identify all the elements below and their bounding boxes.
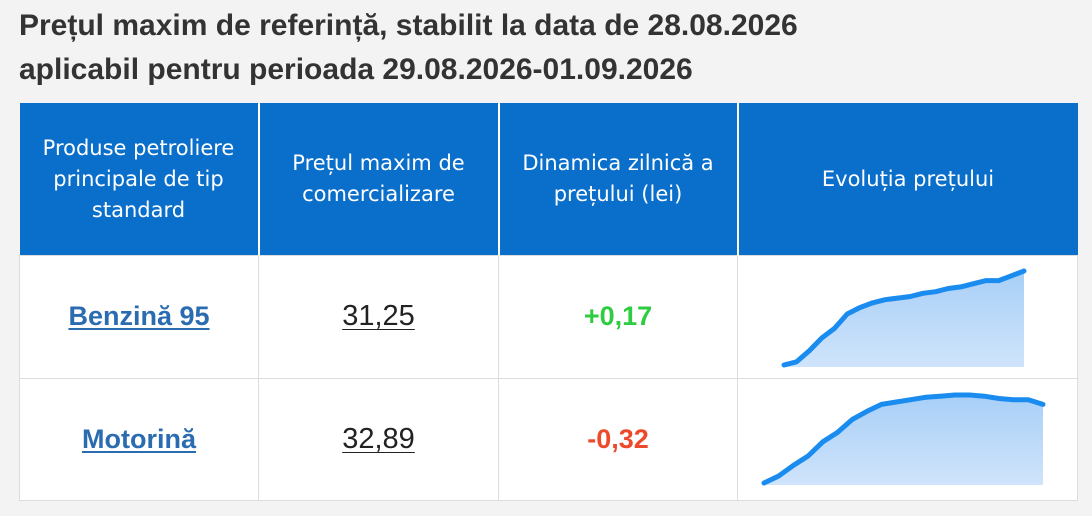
header-evolution: Evoluția prețului xyxy=(736,103,1078,256)
page-title: Prețul maxim de referință, stabilit la d… xyxy=(19,4,798,92)
title-line-2: aplicabil pentru perioada 29.08.2026-01.… xyxy=(19,53,693,86)
price-trend-sparkline xyxy=(761,392,1045,486)
price-cell: 31,25 xyxy=(258,255,499,379)
sparkline-area xyxy=(763,395,1043,486)
change-cell: +0,17 xyxy=(498,255,738,379)
change-cell: -0,32 xyxy=(498,377,738,501)
header-change: Dinamica zilnică a prețului (lei) xyxy=(497,103,738,256)
price-trend-sparkline xyxy=(781,268,1026,368)
product-cell: Benzină 95 xyxy=(19,255,259,379)
evolution-cell xyxy=(737,377,1078,501)
header-price: Prețul maxim de comercializare xyxy=(257,103,499,256)
header-product: Produse petroliere principale de tip sta… xyxy=(19,103,259,256)
price-change-value: -0,32 xyxy=(587,423,649,454)
sparkline-line xyxy=(781,268,1026,368)
product-link-motorina[interactable]: Motorină xyxy=(82,423,196,454)
price-cell: 32,89 xyxy=(258,377,499,501)
sparkline-line xyxy=(761,392,1045,486)
sparkline-area xyxy=(783,270,1024,367)
product-cell: Motorină xyxy=(19,377,259,501)
price-value: 32,89 xyxy=(342,422,415,455)
price-value: 31,25 xyxy=(342,300,415,333)
table-row: Motorină 32,89 -0,32 xyxy=(19,377,1078,501)
table-row: Benzină 95 31,25 +0,17 xyxy=(19,255,1078,379)
price-table: Produse petroliere principale de tip sta… xyxy=(19,103,1078,501)
price-change-value: +0,17 xyxy=(583,301,653,332)
title-line-1: Prețul maxim de referință, stabilit la d… xyxy=(19,9,798,42)
evolution-cell xyxy=(737,255,1078,379)
table-header-row: Produse petroliere principale de tip sta… xyxy=(19,103,1078,256)
product-link-benzina-95[interactable]: Benzină 95 xyxy=(68,301,210,332)
